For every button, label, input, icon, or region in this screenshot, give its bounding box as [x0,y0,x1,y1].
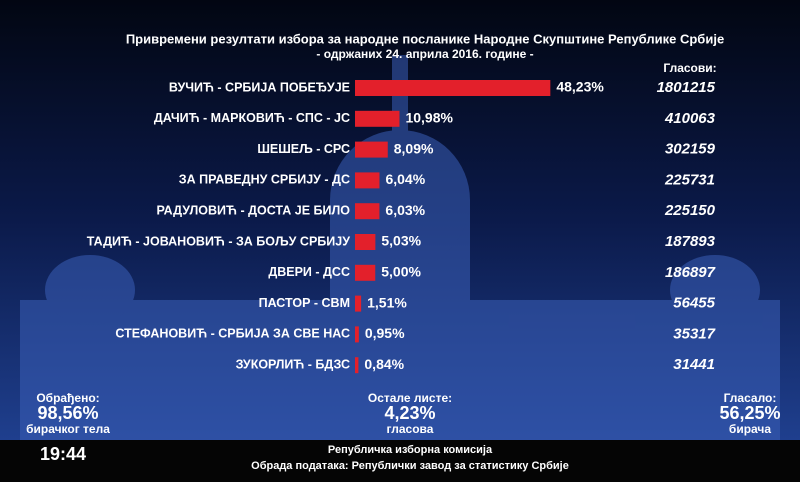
category-label: ДАЧИЋ - МАРКОВИЋ - СПС - ЈС [154,111,350,125]
footer-bar [0,440,800,482]
votes-value: 56455 [673,295,715,312]
value-label: 0,95% [365,325,405,341]
stat-sub: бирача [729,422,771,436]
bar [355,357,359,374]
votes-value: 35317 [673,325,715,342]
chart-subtitle: - одржаних 24. априла 2016. године - [316,47,533,61]
bar [355,264,376,281]
stat-value: 4,23% [384,403,435,423]
value-label: 6,03% [385,202,425,218]
chart-title: Привремени резултати избора за народне п… [126,31,724,46]
value-label: 6,04% [385,171,425,187]
stat-sub: бирачког тела [26,422,110,436]
clock: 19:44 [40,444,86,464]
category-label: ШЕШЕЉ - СРС [257,142,350,156]
stat-label: Обрађено: [36,391,99,405]
value-label: 8,09% [394,140,434,156]
category-label: СТЕФАНОВИЋ - СРБИЈА ЗА СВЕ НАС [115,327,350,341]
stat-label: Остале листе: [368,391,452,405]
category-label: ЗУКОРЛИЋ - БДЗС [236,357,350,371]
votes-value: 186897 [665,264,716,281]
stat-value: 98,56% [37,403,98,423]
stat-label: Гласало: [724,391,777,405]
votes-value: 225150 [664,202,716,219]
votes-value: 31441 [673,356,715,373]
value-label: 48,23% [556,79,604,95]
category-label: ТАДИЋ - ЈОВАНОВИЋ - ЗА БОЉУ СРБИЈУ [87,234,350,248]
votes-value: 187893 [665,233,716,250]
value-label: 1,51% [367,294,407,310]
value-label: 5,03% [381,233,421,249]
value-label: 5,00% [381,264,421,280]
bar [355,172,380,189]
bar [355,234,376,250]
category-label: РАДУЛОВИЋ - ДОСТА ЈЕ БИЛО [156,203,350,217]
bar [355,80,551,96]
category-label: ЗА ПРАВЕДНУ СРБИЈУ - ДС [179,173,350,187]
value-label: 10,98% [405,110,453,126]
value-label: 0,84% [364,356,404,372]
category-label: ПАСТОР - СВМ [259,296,350,310]
bar [355,203,380,220]
bar [355,295,362,312]
votes-value: 410063 [664,110,716,127]
votes-value: 302159 [665,141,716,158]
category-label: ВУЧИЋ - СРБИЈА ПОБЕЂУЈЕ [169,80,350,94]
footer-line: Републичка изборна комисија [328,444,493,456]
votes-value: 225731 [664,171,715,188]
bar [355,110,400,127]
stat-sub: гласова [387,422,434,436]
bar [355,141,388,158]
votes-header: Гласови: [663,61,716,75]
bar [355,326,359,343]
category-label: ДВЕРИ - ДСС [268,265,350,279]
stat-value: 56,25% [719,403,780,423]
footer-line: Обрада података: Републички завод за ста… [251,460,569,472]
votes-value: 1801215 [657,79,716,96]
